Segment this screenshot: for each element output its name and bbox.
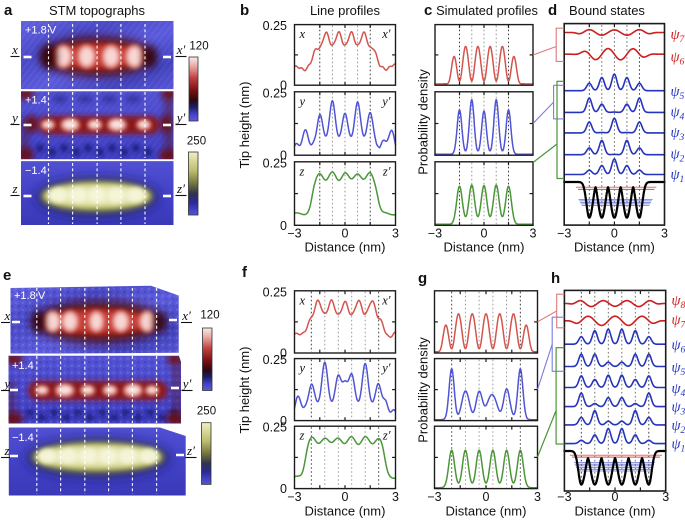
svg-text:Distance (nm): Distance (nm) [446,504,527,519]
svg-text:3: 3 [392,490,399,504]
svg-text:b: b [240,2,249,19]
svg-text:3: 3 [661,227,668,241]
svg-text:z′: z′ [382,429,391,443]
svg-text:−3: −3 [557,490,571,504]
svg-text:Distance (nm): Distance (nm) [305,240,386,255]
svg-text:−1.4: −1.4 [12,432,34,444]
svg-text:c: c [424,2,432,19]
svg-text:3: 3 [662,490,669,504]
svg-text:0: 0 [280,219,287,233]
svg-text:0: 0 [611,227,618,241]
svg-text:250: 250 [187,136,206,148]
svg-text:y: y [10,110,18,125]
svg-text:y′: y′ [380,361,391,375]
svg-text:0: 0 [483,490,490,504]
svg-text:Tip height (nm): Tip height (nm) [237,347,252,434]
svg-text:z′: z′ [382,164,391,178]
svg-text:120: 120 [200,310,219,322]
svg-text:y: y [298,94,306,108]
svg-text:Distance (nm): Distance (nm) [574,240,655,255]
svg-text:d: d [548,2,557,19]
svg-text:g: g [418,270,427,287]
svg-text:0: 0 [280,79,287,93]
svg-text:0: 0 [342,490,349,504]
svg-text:0.25: 0.25 [263,19,287,33]
svg-text:0: 0 [280,347,287,361]
svg-text:Simulated profiles: Simulated profiles [436,3,538,18]
svg-text:3: 3 [534,490,541,504]
svg-text:3: 3 [392,227,399,241]
svg-text:Line profiles: Line profiles [310,3,381,18]
svg-text:0: 0 [280,482,287,496]
svg-text:x′: x′ [381,293,391,307]
svg-text:z: z [299,429,305,443]
svg-text:x: x [299,293,306,307]
svg-text:0: 0 [280,414,287,428]
svg-text:z′: z′ [186,443,195,458]
svg-text:−3: −3 [427,490,441,504]
svg-text:z′: z′ [176,181,185,196]
svg-text:y′: y′ [181,376,192,391]
svg-text:x′: x′ [181,308,191,323]
svg-text:z: z [299,164,305,178]
svg-text:z: z [11,181,17,196]
svg-text:3: 3 [530,227,537,241]
svg-text:x: x [4,308,11,323]
svg-text:250: 250 [197,406,216,418]
svg-text:0: 0 [342,227,349,241]
svg-text:x′: x′ [176,42,186,57]
svg-text:−3: −3 [428,227,442,241]
svg-text:z: z [4,443,10,458]
svg-text:x′: x′ [381,27,391,41]
svg-text:−1.4: −1.4 [25,165,47,177]
svg-text:Probability density: Probability density [416,69,431,175]
svg-text:y′: y′ [380,94,391,108]
svg-text:120: 120 [189,41,208,53]
svg-text:STM topographs: STM topographs [49,3,146,18]
svg-text:−3: −3 [287,227,301,241]
svg-text:0.25: 0.25 [263,353,287,367]
svg-text:y′: y′ [175,110,186,125]
svg-text:+1.4: +1.4 [25,95,47,107]
svg-text:+1.8 V: +1.8 V [14,290,46,302]
svg-text:x: x [299,27,306,41]
svg-text:a: a [4,2,13,19]
svg-text:0: 0 [612,490,619,504]
svg-text:y: y [3,376,11,391]
svg-text:+1.8 V: +1.8 V [25,25,57,37]
svg-text:x: x [11,42,18,57]
svg-text:0.25: 0.25 [263,86,287,100]
svg-text:0: 0 [481,227,488,241]
svg-text:0.25: 0.25 [263,421,287,435]
svg-text:y: y [298,361,306,375]
svg-text:e: e [3,267,11,284]
svg-text:Bound states: Bound states [569,3,645,18]
svg-text:+1.4: +1.4 [12,360,34,372]
svg-text:0.25: 0.25 [263,285,287,299]
svg-text:f: f [242,264,248,281]
svg-text:Probability density: Probability density [416,337,431,443]
svg-text:Distance (nm): Distance (nm) [444,240,525,255]
svg-text:−3: −3 [557,227,571,241]
svg-text:h: h [551,270,560,287]
svg-text:0: 0 [280,149,287,163]
svg-text:Distance (nm): Distance (nm) [305,504,386,519]
svg-text:0.25: 0.25 [263,156,287,170]
svg-text:Distance (nm): Distance (nm) [575,504,656,519]
svg-text:Tip height (nm): Tip height (nm) [237,82,252,169]
svg-text:−3: −3 [287,490,301,504]
